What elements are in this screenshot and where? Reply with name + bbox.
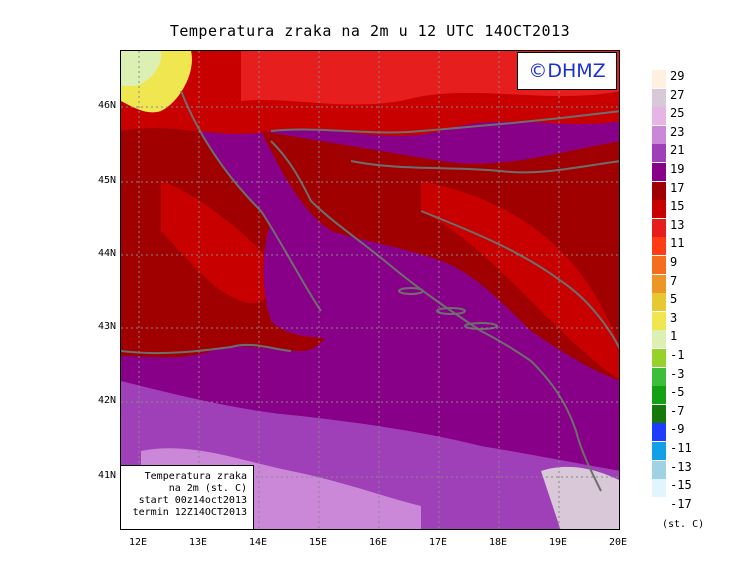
legend-swatch xyxy=(652,311,666,330)
lon-label-16e: 16E xyxy=(368,537,388,548)
legend-label: 3 xyxy=(670,310,678,325)
legend-swatch xyxy=(652,479,666,498)
balkan-land xyxy=(261,131,619,381)
lat-label-43n: 43N xyxy=(97,321,116,332)
legend-swatch xyxy=(652,144,666,163)
island xyxy=(464,322,498,330)
legend-swatch xyxy=(652,256,666,274)
legend-swatch xyxy=(652,107,666,126)
forecast-info-box: Temperatura zraka na 2m (st. C) start 00… xyxy=(120,465,254,530)
legend-label: 17 xyxy=(670,180,685,195)
temperature-map xyxy=(120,50,620,530)
legend-swatch xyxy=(652,386,666,405)
bih-border xyxy=(420,210,619,350)
legend-label: 23 xyxy=(670,124,685,139)
legend-swatch xyxy=(652,274,666,293)
lat-label-42n: 42N xyxy=(97,395,116,406)
lon-label-17e: 17E xyxy=(428,537,448,548)
island xyxy=(436,307,466,315)
legend-label: 9 xyxy=(670,255,678,269)
legend-label: 27 xyxy=(670,87,685,102)
graticule xyxy=(121,51,619,529)
legend-swatch xyxy=(652,200,666,219)
albania-coast xyxy=(530,360,602,492)
island xyxy=(398,287,424,295)
legend-label: -7 xyxy=(670,403,685,418)
legend-label: -17 xyxy=(670,496,692,511)
legend-swatch xyxy=(652,237,666,256)
legend-label: -9 xyxy=(670,422,685,437)
legend-swatch xyxy=(652,88,666,107)
lon-label-14e: 14E xyxy=(248,537,268,548)
alps-coolest-zone xyxy=(121,51,162,86)
info-variable: Temperatura zraka xyxy=(144,471,247,482)
legend-units: (st. C) xyxy=(662,519,705,530)
dhmz-logo: ©DHMZ xyxy=(517,52,617,90)
info-units: na 2m (st. C) xyxy=(168,483,247,494)
legend-swatch xyxy=(652,181,666,200)
legend-label: 19 xyxy=(670,162,685,176)
legend-label: -5 xyxy=(670,385,685,400)
italy-coastline xyxy=(121,343,292,355)
legend-label: -15 xyxy=(670,478,692,493)
legend-label: -3 xyxy=(670,366,685,381)
legend-swatch xyxy=(652,330,666,349)
lon-label-15e: 15E xyxy=(308,537,328,548)
lon-label-20e: 20E xyxy=(608,537,628,548)
lon-label-13e: 13E xyxy=(188,537,208,548)
legend-swatch xyxy=(652,460,666,479)
legend-label: 15 xyxy=(670,199,685,214)
legend-swatch xyxy=(652,163,666,181)
legend-swatch xyxy=(652,423,666,442)
lat-label-45n: 45N xyxy=(97,175,116,186)
legend-swatch xyxy=(652,125,666,144)
lon-label-18e: 18E xyxy=(488,537,508,548)
legend-swatch xyxy=(652,218,666,237)
lon-label-19e: 19E xyxy=(548,537,568,548)
legend-label: 5 xyxy=(670,292,678,307)
legend-swatch xyxy=(652,349,666,367)
legend-swatch xyxy=(652,404,666,423)
northern-border xyxy=(270,110,619,134)
temperature-field xyxy=(121,51,619,529)
info-start: start 00z14oct2013 xyxy=(138,495,247,506)
croatian-coastline xyxy=(270,140,532,362)
legend-label: 25 xyxy=(670,106,685,121)
lat-label-46n: 46N xyxy=(97,100,116,111)
legend-label: 1 xyxy=(670,329,678,344)
legend-swatch xyxy=(652,367,666,386)
lat-label-41n: 41N xyxy=(97,470,116,481)
adriatic-sea xyxy=(263,221,511,381)
legend-swatch xyxy=(652,70,666,88)
legend-label: 29 xyxy=(670,69,685,83)
legend-swatch xyxy=(652,497,666,516)
southeast-sea-warmest xyxy=(541,466,619,529)
legend-swatch xyxy=(652,293,666,312)
italy-hot-zone xyxy=(161,181,272,303)
legend-label: 21 xyxy=(670,143,685,158)
legend-label: 7 xyxy=(670,273,678,288)
legend-label: -11 xyxy=(670,441,692,455)
italy-east-coast xyxy=(180,90,322,312)
legend-label: -13 xyxy=(670,459,692,474)
info-valid-time: termin 12Z14OCT2013 xyxy=(132,507,247,518)
lon-label-12e: 12E xyxy=(128,537,148,548)
legend-label: -1 xyxy=(670,348,685,362)
legend-label: 11 xyxy=(670,236,685,251)
map-title: Temperatura zraka na 2m u 12 UTC 14OCT20… xyxy=(169,22,571,40)
lat-label-44n: 44N xyxy=(97,248,116,259)
legend-swatch xyxy=(652,442,666,460)
sava-border xyxy=(350,160,619,174)
legend-label: 13 xyxy=(670,217,685,232)
